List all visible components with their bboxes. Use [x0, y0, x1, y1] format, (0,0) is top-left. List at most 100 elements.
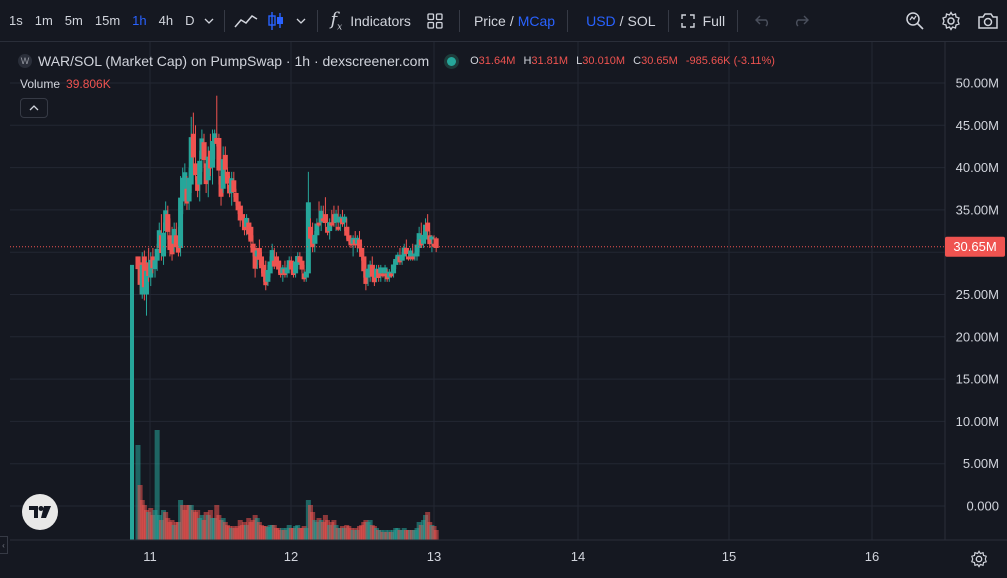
volume-bar [433, 530, 439, 540]
price-tick-label: 15.00M [956, 372, 999, 387]
chart-legend: W WAR/SOL (Market Cap) on PumpSwap · 1h … [18, 51, 780, 71]
volume-legend: Volume 39.806K [20, 77, 111, 91]
chevron-up-icon [29, 105, 39, 111]
candle [427, 231, 433, 248]
candle [252, 243, 258, 278]
time-tick-label: 13 [427, 549, 441, 564]
time-tick-label: 15 [722, 549, 736, 564]
chart-settings-gear-icon[interactable] [968, 548, 990, 570]
price-tick-label: 20.00M [956, 329, 999, 344]
last-price-label: 30.65M [953, 239, 996, 254]
timeframe-1s[interactable]: 1s [9, 13, 23, 28]
price-tick-label: 40.00M [956, 160, 999, 175]
line-chart-icon[interactable] [231, 0, 261, 42]
collapse-legend-button[interactable] [20, 98, 48, 118]
candle [222, 146, 228, 177]
toolbar-divider [224, 9, 226, 32]
full-label: Full [702, 12, 726, 29]
candle [425, 214, 431, 236]
close-value: 30.65M [641, 55, 678, 67]
fx-icon: fx [330, 8, 343, 33]
slash-separator: / [619, 12, 624, 29]
toolbar-divider [458, 9, 460, 32]
open-value: 31.64M [478, 55, 516, 67]
candlestick-chart-icon[interactable] [261, 0, 291, 42]
price-tick-label: 0.000 [966, 499, 999, 514]
candle [212, 129, 218, 160]
candle [433, 236, 439, 253]
indicators-label: Indicators [350, 12, 411, 29]
candlestick-chart[interactable]: 50.00M45.00M40.00M35.00M30.00M25.00M20.0… [0, 42, 1007, 578]
price-axis[interactable]: 50.00M45.00M40.00M35.00M30.00M25.00M20.0… [956, 76, 999, 514]
candle [327, 218, 333, 240]
settings-gear-icon[interactable] [933, 0, 969, 42]
price-tick-label: 35.00M [956, 202, 999, 217]
candle [299, 256, 305, 274]
timeframe-1m[interactable]: 1m [34, 13, 53, 28]
token-logo: W [18, 54, 32, 68]
candle [322, 197, 328, 227]
timeframe-chevron-down-icon[interactable] [200, 0, 218, 42]
candle [190, 112, 196, 168]
timeframe-1h[interactable]: 1h [132, 13, 147, 28]
live-status-dot [447, 56, 457, 66]
price-tick-label: 25.00M [956, 287, 999, 302]
tradingview-logo-icon[interactable] [22, 494, 58, 530]
layout-grid-icon[interactable] [417, 0, 453, 42]
candle [269, 243, 275, 274]
chart-grid [10, 42, 945, 540]
candle [154, 243, 160, 271]
currency-toggle[interactable]: USD / SOL [574, 0, 661, 42]
toolbar-divider [737, 9, 739, 32]
time-tick-label: 12 [284, 549, 298, 564]
candle [429, 235, 435, 253]
chart-type-chevron-down-icon[interactable] [291, 0, 311, 42]
sol-option[interactable]: SOL [627, 12, 656, 29]
usd-option[interactable]: USD [586, 12, 616, 29]
fullscreen-icon [680, 13, 695, 28]
candle [403, 239, 409, 257]
timeframe-5m[interactable]: 5m [64, 13, 83, 28]
top-toolbar: 1s 1m 5m 15m 1h 4h D fx Indicators Price… [0, 0, 1007, 42]
low-value: 30.010M [582, 55, 626, 67]
timeframe-d[interactable]: D [185, 13, 195, 28]
price-tick-label: 5.00M [963, 456, 999, 471]
redo-icon[interactable] [782, 0, 820, 42]
slash-separator: / [509, 12, 514, 29]
search-zoom-icon[interactable] [897, 0, 933, 42]
time-tick-label: 11 [143, 549, 157, 564]
candle [165, 205, 171, 240]
undo-icon[interactable] [744, 0, 782, 42]
candle [201, 133, 207, 168]
price-mcap-toggle[interactable]: Price / MCap [466, 0, 561, 42]
toolbar-divider [567, 9, 569, 32]
camera-screenshot-icon[interactable] [969, 0, 1007, 42]
price-tick-label: 45.00M [956, 118, 999, 133]
chevron-left-icon[interactable]: ‹ [0, 536, 8, 554]
indicators-button[interactable]: fx Indicators [324, 0, 416, 42]
fullscreen-button[interactable]: Full [675, 0, 732, 42]
timeframe-4h[interactable]: 4h [158, 13, 174, 28]
launch-candle [130, 264, 134, 540]
time-axis[interactable]: 11 12 13 14 15 16 [143, 549, 879, 564]
volume-bar [154, 430, 160, 540]
volume-value: 39.806K [66, 77, 111, 91]
high-value: 31.81M [531, 55, 569, 67]
time-tick-label: 16 [865, 549, 879, 564]
toolbar-divider [667, 9, 669, 32]
timeframe-15m[interactable]: 15m [94, 13, 121, 28]
volume-bars [135, 430, 439, 540]
volume-label: Volume [20, 77, 61, 91]
price-tick-label: 50.00M [956, 76, 999, 91]
candles [130, 95, 439, 540]
mcap-option[interactable]: MCap [517, 12, 556, 29]
time-tick-label: 14 [571, 549, 585, 564]
change-value: -985.66K (-3.11%) [685, 55, 775, 67]
last-price-badge [945, 236, 1005, 257]
chart-title[interactable]: WAR/SOL (Market Cap) on PumpSwap · 1h · … [38, 53, 430, 69]
price-tick-label: 10.00M [956, 414, 999, 429]
candle [192, 125, 198, 181]
price-option[interactable]: Price [473, 12, 506, 29]
toolbar-divider [317, 9, 319, 32]
ohlc-readout: O31.64M H31.81M L30.010M C30.65M -985.66… [470, 55, 775, 67]
